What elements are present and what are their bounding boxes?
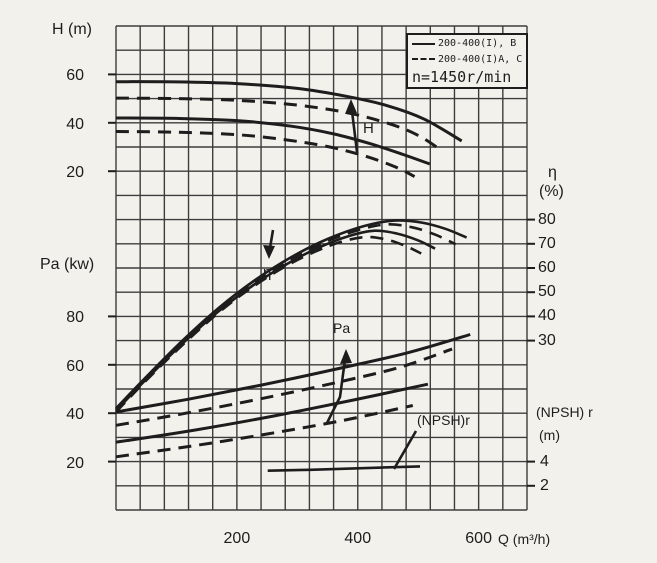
grid-lines [115,25,528,511]
q-tick-400: 400 [344,530,372,547]
eta-tick-30: 30 [538,331,556,349]
power-arrow [325,351,348,424]
eta-axis-unit: (%) [539,183,564,200]
curve-head-C-dashed [115,130,416,178]
pa-tick-40: 40 [66,406,84,424]
h-tick-60: 60 [66,67,84,85]
h-axis-title: H (m) [52,21,92,38]
npsh-tick-2: 2 [540,476,549,494]
curve-head-B-solid [115,116,431,166]
pa-tick-80: 80 [66,309,84,327]
annotation-head-label: H [363,120,374,137]
curve-power-I-solid [115,333,471,414]
pa-axis-title: Pa (kw) [40,256,95,273]
annotation-arrows [263,99,418,470]
legend-box: 200-400(I), B 200-400(I)A, C n=1450r/min [406,33,528,89]
curve-series [115,80,471,472]
curve-head-I-solid [115,80,463,143]
axis-tick-marks [108,73,535,487]
npsh-axis-unit: (m) [539,427,560,443]
curve-npsh-curve [267,465,421,472]
annotation-npsh-label: (NPSH)r [417,412,470,428]
solid-line-sample [412,42,435,45]
legend-entry-dashed: 200-400(I)A, C [412,54,524,65]
power-arrow-head [340,349,352,364]
pa-tick-20: 20 [66,454,84,472]
q-axis-title: Q (m³/h) [498,531,551,547]
eta-axis-title: η [548,164,557,181]
legend-entry-label: 200-400(I)A, C [438,53,523,65]
npsh-axis-title: (NPSH) r [536,404,593,420]
efficiency-arrow-head [263,245,275,259]
eta-tick-60: 60 [538,259,556,276]
legend-speed: n=1450r/min [412,68,512,86]
annotation-power-label: Pa [333,320,351,336]
q-tick-600: 600 [465,530,492,547]
eta-tick-50: 50 [538,283,556,301]
eta-tick-40: 40 [538,307,556,325]
curve-eta-C-dashed [115,235,422,413]
curve-power-C-dashed [115,404,414,459]
h-tick-20: 20 [66,164,84,182]
legend-entry-label: 200-400(I), B [438,38,517,49]
annotation-efficiency-label: η [263,264,272,281]
npsh-leader-line [392,430,418,470]
dashed-line-sample [412,58,435,60]
h-tick-40: 40 [66,115,84,133]
head-arrow-head [345,99,357,114]
curve-power-A-dashed [115,347,453,427]
q-tick-200: 200 [223,530,251,547]
legend-entry-solid: 200-400(I), B [412,38,524,49]
curve-power-B-solid [115,382,429,444]
npsh-tick-4: 4 [540,452,549,470]
pa-tick-60: 60 [66,357,84,375]
curve-head-A-dashed [115,96,443,152]
eta-tick-80: 80 [538,210,556,228]
eta-tick-70: 70 [538,234,556,252]
